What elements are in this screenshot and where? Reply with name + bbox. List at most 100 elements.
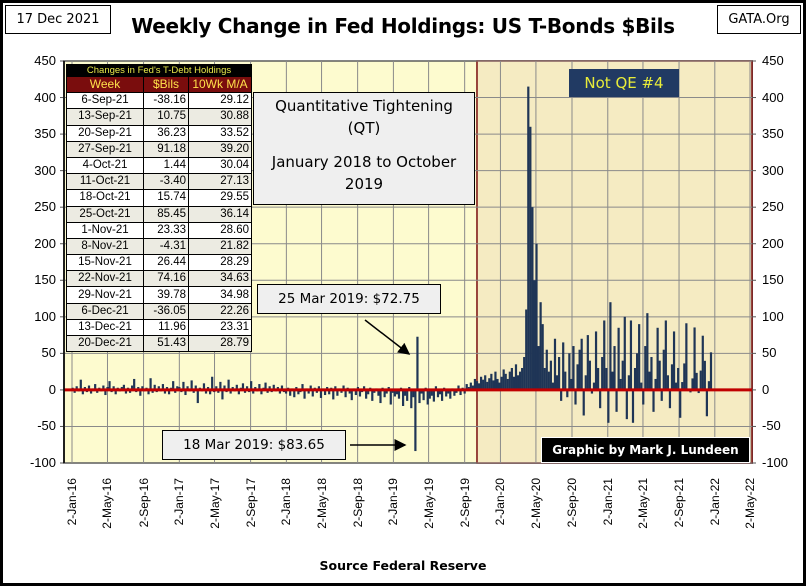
bar: [488, 378, 491, 390]
bar: [104, 389, 107, 396]
bar: [617, 327, 620, 390]
bar: [377, 389, 380, 396]
bar: [182, 381, 185, 390]
y-tick-label-left: 450: [34, 53, 56, 68]
y-tick-label-left: 50: [41, 345, 56, 361]
x-tick-label: 2-Sep-20: [564, 478, 579, 528]
bar: [594, 331, 598, 390]
table-row: 29-Nov-21 39.78 34.98: [66, 286, 252, 304]
week-cell: 11-Oct-21: [66, 173, 144, 191]
bar: [465, 384, 468, 390]
table-row: 22-Nov-21 74.16 34.63: [66, 270, 252, 288]
x-tick-label: 2-Sep-18: [350, 478, 365, 528]
bar: [525, 309, 528, 390]
bar: [492, 380, 495, 390]
bar: [697, 389, 700, 394]
bar: [572, 346, 575, 390]
bar: [250, 381, 253, 390]
bar: [418, 389, 421, 404]
y-tick-label-right: 450: [762, 53, 784, 68]
bar: [494, 371, 497, 390]
bar: [521, 367, 524, 390]
bils-cell: -3.40: [143, 173, 189, 191]
x-tick-label: 2-May-17: [207, 478, 222, 529]
ma-cell: 22.26: [188, 302, 252, 320]
bar: [229, 389, 232, 394]
bar: [473, 378, 477, 390]
bar: [555, 375, 559, 390]
bar: [607, 389, 610, 423]
y-tick-label-left: 350: [34, 126, 56, 142]
bar: [252, 389, 255, 394]
bar: [516, 375, 520, 390]
bar: [447, 389, 450, 394]
mar25-annotation: 25 Mar 2019: $72.75: [257, 284, 441, 314]
bils-cell: 91.18: [143, 140, 189, 158]
bar: [459, 389, 462, 396]
y-tick-label-left: -50: [37, 418, 56, 434]
bar: [560, 389, 563, 401]
bils-cell: -38.16: [143, 92, 189, 110]
ma-cell: 39.20: [188, 140, 252, 158]
y-tick-label-left: -100: [29, 455, 56, 470]
bar: [504, 373, 507, 390]
bar: [133, 378, 136, 390]
x-tick-label: 2-Jan-22: [707, 478, 722, 526]
bar: [131, 385, 134, 390]
y-tick-label-right: -50: [762, 418, 781, 434]
bar: [477, 383, 481, 390]
bar: [412, 389, 415, 398]
bar: [194, 385, 197, 390]
bar: [709, 352, 713, 390]
qt-line1: Quantitative Tightening: [275, 97, 453, 115]
bar: [648, 371, 651, 390]
bar: [147, 389, 150, 395]
date-label: 17 Dec 2021: [5, 5, 111, 34]
bar: [627, 375, 630, 390]
bar: [685, 323, 688, 390]
bar: [662, 349, 665, 390]
bar: [675, 382, 678, 390]
bar: [479, 376, 483, 390]
table-row: 27-Sep-21 91.18 39.20: [66, 140, 252, 158]
bar: [219, 381, 222, 390]
bar: [699, 370, 702, 390]
bar: [619, 378, 622, 390]
bar: [543, 367, 546, 390]
table-row: 8-Nov-21 -4.31 21.82: [66, 237, 252, 256]
bar: [564, 371, 567, 390]
bar: [75, 386, 78, 390]
bar: [701, 335, 704, 390]
bar: [202, 383, 206, 390]
bar: [184, 389, 187, 396]
bar: [436, 389, 440, 398]
bar: [541, 324, 544, 390]
bar: [348, 389, 351, 394]
bar: [221, 389, 224, 400]
bar: [518, 371, 522, 390]
bils-cell: 74.16: [143, 270, 189, 288]
ma-cell: 21.82: [188, 237, 252, 256]
bar: [457, 385, 460, 390]
y-tick-label-left: 150: [34, 272, 56, 288]
bar: [342, 385, 345, 390]
x-tick-label: 2-Jan-20: [493, 478, 508, 526]
bar: [677, 367, 680, 390]
bar: [638, 324, 641, 390]
col-bils: $Bils: [143, 75, 189, 94]
bar: [309, 385, 312, 390]
x-tick-label: 2-May-22: [743, 478, 757, 529]
bar: [664, 320, 667, 390]
bar: [578, 349, 581, 390]
week-cell: 6-Dec-21: [66, 302, 144, 320]
bar: [596, 367, 600, 390]
ma-cell: 34.98: [188, 286, 252, 304]
bar: [284, 389, 288, 394]
y-tick-label-right: -100: [762, 455, 789, 470]
ma-cell: 29.12: [188, 92, 252, 110]
bar: [582, 389, 585, 416]
bar: [303, 389, 306, 399]
bar: [350, 389, 353, 401]
bar: [508, 371, 511, 390]
ma-cell: 33.52: [188, 124, 252, 142]
